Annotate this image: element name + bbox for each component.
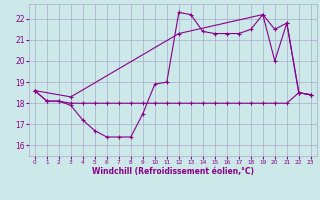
X-axis label: Windchill (Refroidissement éolien,°C): Windchill (Refroidissement éolien,°C) bbox=[92, 167, 254, 176]
